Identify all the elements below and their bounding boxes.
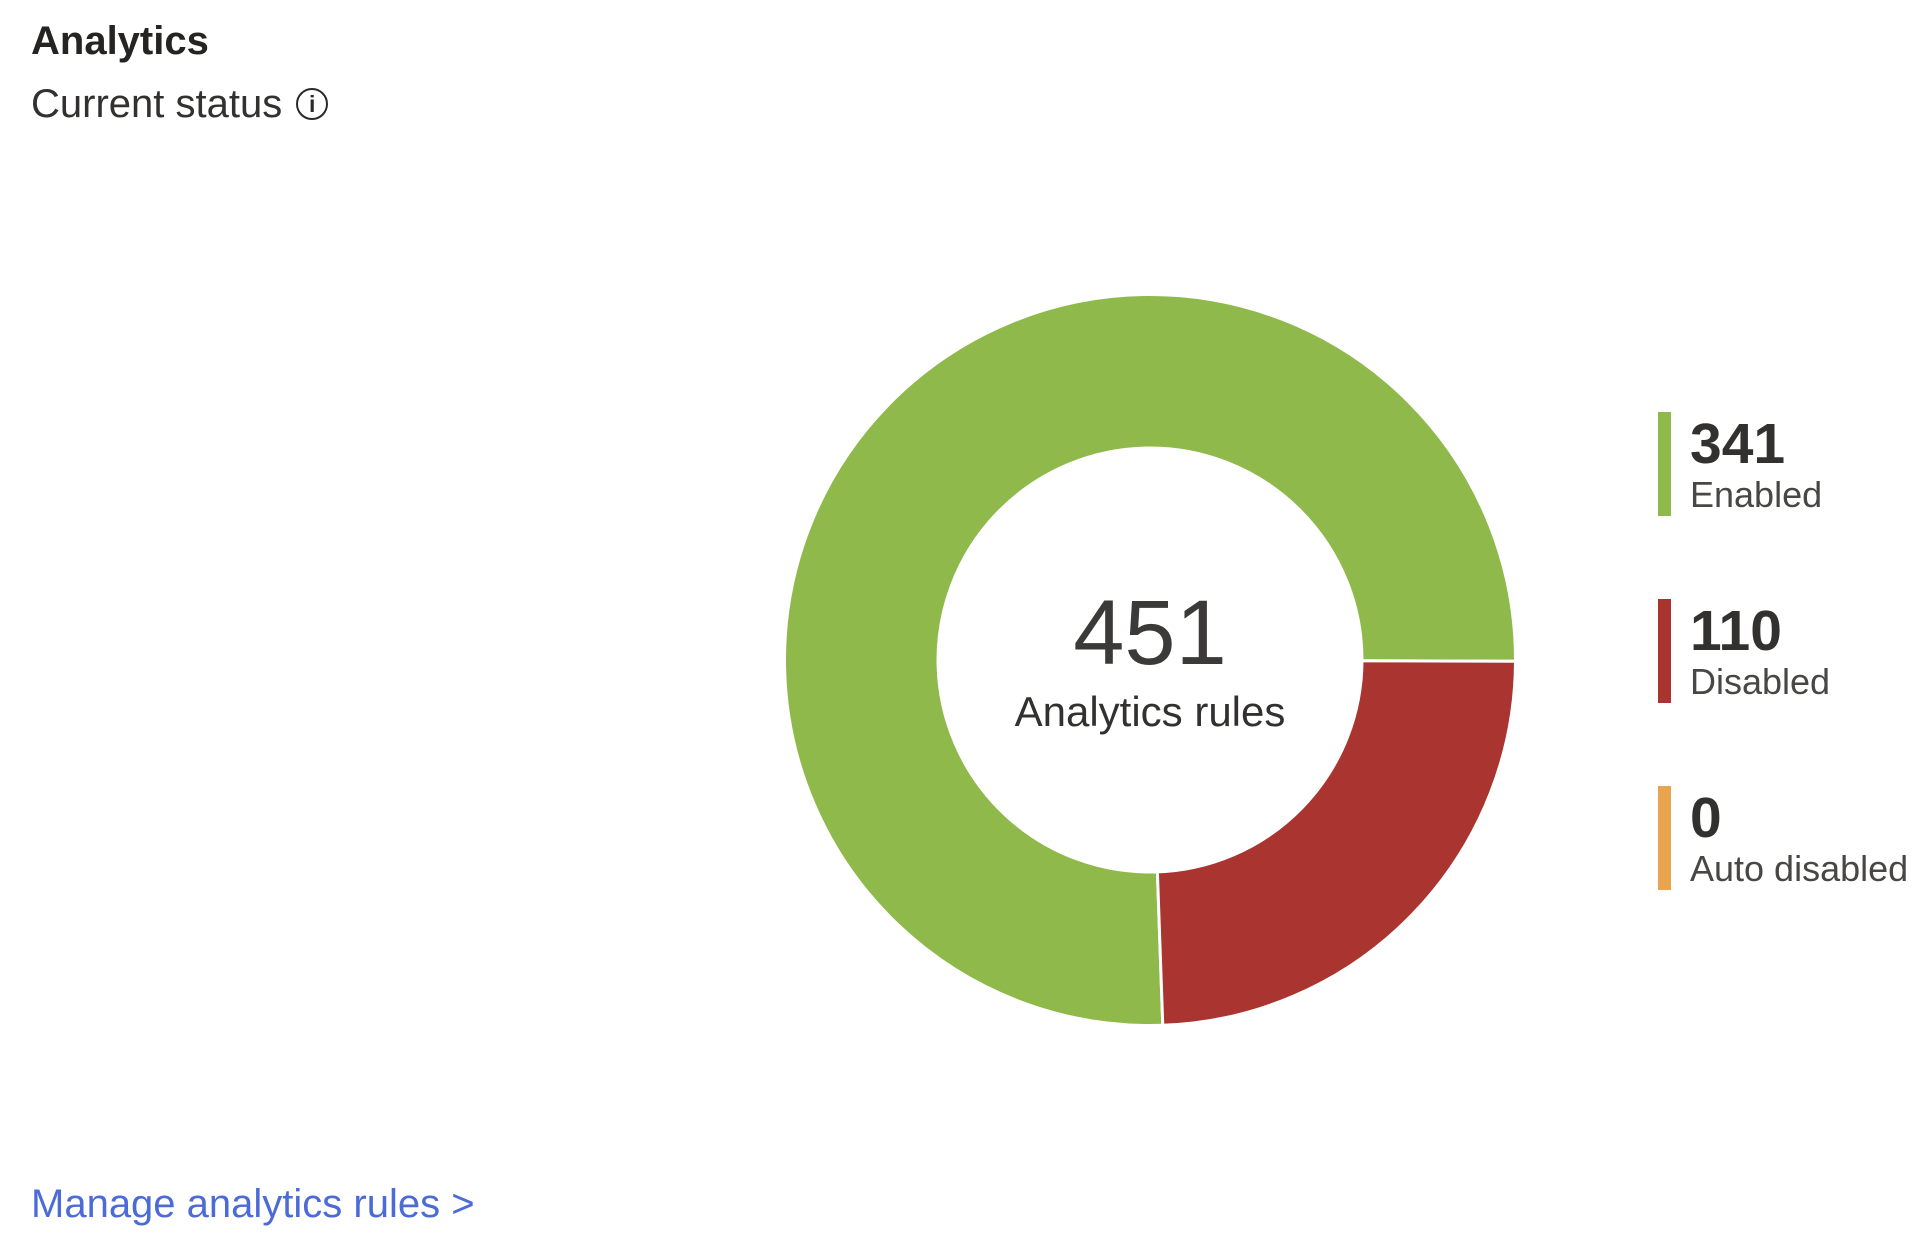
legend-label-enabled: Enabled <box>1690 474 1823 515</box>
manage-analytics-rules-link[interactable]: Manage analytics rules > <box>31 1182 475 1226</box>
card-header: Analytics Current status i <box>31 18 329 128</box>
legend-label-disabled: Disabled <box>1690 661 1831 702</box>
donut-segment-enabled[interactable] <box>783 293 1518 1027</box>
legend-swatch-disabled <box>1658 599 1671 703</box>
current-status-label: Current status <box>31 82 283 126</box>
page-title: Analytics <box>31 19 209 63</box>
legend-text-auto-disabled: 0 Auto disabled <box>1690 786 1908 890</box>
legend-swatch-enabled <box>1658 412 1671 516</box>
legend-text-disabled: 110 Disabled <box>1690 599 1830 703</box>
legend-value-enabled: 341 <box>1690 412 1786 476</box>
legend-value-auto-disabled: 0 <box>1690 786 1722 850</box>
donut-segment-disabled[interactable] <box>1155 659 1518 1027</box>
legend-text-enabled: 341 Enabled <box>1690 412 1822 516</box>
donut-chart[interactable] <box>780 290 1520 1030</box>
legend-item-enabled[interactable]: 341 Enabled <box>1658 412 1908 516</box>
chart-legend: 341 Enabled 110 Disabled 0 Auto disabled <box>1658 412 1908 890</box>
legend-swatch-auto-disabled <box>1658 786 1671 890</box>
current-status-row: Current status i <box>31 80 329 128</box>
legend-value-disabled: 110 <box>1690 599 1782 663</box>
legend-item-auto-disabled[interactable]: 0 Auto disabled <box>1658 786 1908 890</box>
donut-chart-container: 451 Analytics rules <box>780 290 1520 1030</box>
info-icon[interactable]: i <box>296 88 329 120</box>
legend-label-auto-disabled: Auto disabled <box>1690 848 1909 889</box>
legend-item-disabled[interactable]: 110 Disabled <box>1658 599 1908 703</box>
